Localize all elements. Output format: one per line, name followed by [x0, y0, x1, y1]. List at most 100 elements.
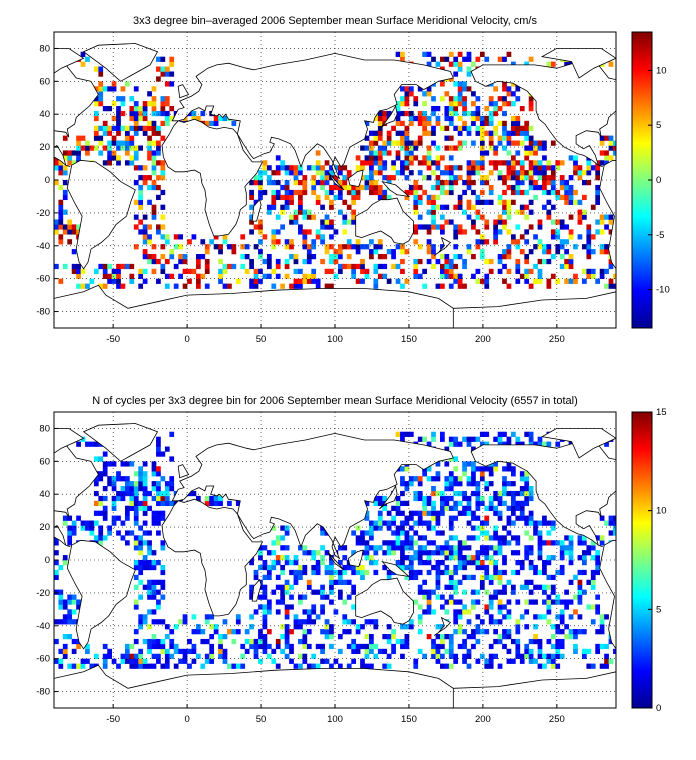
bin-cell [275, 535, 281, 541]
bin-cell [147, 589, 152, 595]
bin-cell [528, 145, 534, 151]
bin-cell [93, 441, 99, 447]
bin-cell [298, 624, 303, 630]
bin-cell [298, 278, 303, 284]
bin-cell [337, 170, 343, 176]
bin-cell [311, 239, 317, 245]
bin-cell [142, 224, 148, 230]
bin-cell [586, 160, 592, 166]
bin-cell [462, 56, 467, 62]
bin-cell [506, 244, 512, 250]
y-tick-label: 80 [39, 43, 50, 54]
bin-cell [151, 180, 157, 186]
bin-cell [289, 594, 294, 600]
bin-cell [382, 165, 388, 171]
bin-cell [581, 535, 587, 541]
bin-cell [528, 125, 534, 131]
bin-cell [488, 505, 494, 511]
bin-cell [595, 609, 601, 615]
bin-cell [431, 170, 436, 176]
bin-cell [275, 180, 281, 186]
bin-cell [604, 135, 609, 141]
bin-cell [568, 258, 574, 265]
bin-cell [440, 643, 445, 650]
bin-cell [369, 150, 374, 156]
bin-cell [351, 268, 357, 275]
bin-cell [275, 170, 281, 176]
bin-cell [160, 101, 166, 107]
bin-cell [502, 431, 507, 437]
bin-cell [448, 268, 454, 275]
bin-cell [391, 540, 396, 546]
bin-cell [466, 481, 472, 487]
bin-cell [586, 648, 592, 655]
bin-cell [519, 560, 525, 566]
bin-cell [444, 115, 450, 122]
bin-cell [497, 634, 503, 640]
x-tick-label: -50 [106, 714, 120, 725]
bin-cell [475, 165, 481, 171]
bin-cell [293, 569, 299, 576]
bin-cell [479, 560, 485, 566]
bin-cell [528, 579, 534, 585]
bin-cell [320, 658, 325, 664]
bin-cell [555, 249, 561, 255]
bin-cell [431, 589, 436, 595]
bin-cell [528, 490, 534, 497]
bin-cell [426, 476, 432, 482]
bin-cell [475, 589, 481, 595]
bin-cell [129, 115, 135, 122]
bin-cell [528, 486, 534, 492]
bin-cell [440, 638, 445, 645]
bin-cell [404, 125, 410, 131]
bin-cell [510, 101, 516, 107]
bin-cell [258, 278, 263, 284]
bin-cell [395, 51, 401, 57]
bin-cell [479, 160, 485, 166]
bin-cell [160, 254, 166, 260]
bin-cell [373, 150, 379, 156]
bin-cell [124, 140, 130, 146]
bin-cell [440, 283, 445, 289]
bin-cell [311, 564, 317, 571]
bin-cell [462, 461, 467, 467]
bin-cell [351, 589, 357, 595]
bin-cell [293, 278, 299, 284]
bin-cell [195, 629, 201, 635]
bin-cell [435, 106, 441, 112]
bin-cell [151, 520, 157, 526]
bin-cell [595, 594, 601, 600]
bin-cell [479, 476, 485, 482]
bin-cell [364, 273, 370, 279]
bin-cell [333, 273, 339, 279]
bin-cell [475, 199, 481, 205]
bin-cell [107, 481, 112, 487]
bin-cell [510, 199, 516, 205]
bin-cell [129, 140, 135, 146]
bin-cell [577, 599, 583, 605]
bin-cell [71, 224, 77, 230]
bin-cell [444, 145, 450, 151]
bin-cell [497, 199, 503, 205]
bin-cell [457, 254, 463, 260]
bin-cell [497, 579, 503, 585]
bin-cell [448, 643, 454, 650]
bin-cell [528, 599, 534, 605]
bin-cell [457, 550, 463, 556]
bin-cell [218, 634, 223, 640]
bin-cell [369, 520, 374, 526]
bin-cell [435, 624, 441, 630]
bin-cell [546, 530, 552, 536]
bin-cell [227, 283, 232, 289]
bin-cell [164, 66, 170, 72]
bin-cell [156, 125, 161, 131]
bin-cell [444, 461, 450, 467]
bin-cell [497, 258, 503, 265]
bin-cell [417, 481, 423, 487]
bin-cell [506, 629, 512, 635]
bin-cell [227, 629, 232, 635]
bin-cell [364, 175, 370, 181]
bin-cell [564, 194, 569, 201]
bin-cell [373, 569, 379, 576]
bin-cell [466, 545, 472, 551]
